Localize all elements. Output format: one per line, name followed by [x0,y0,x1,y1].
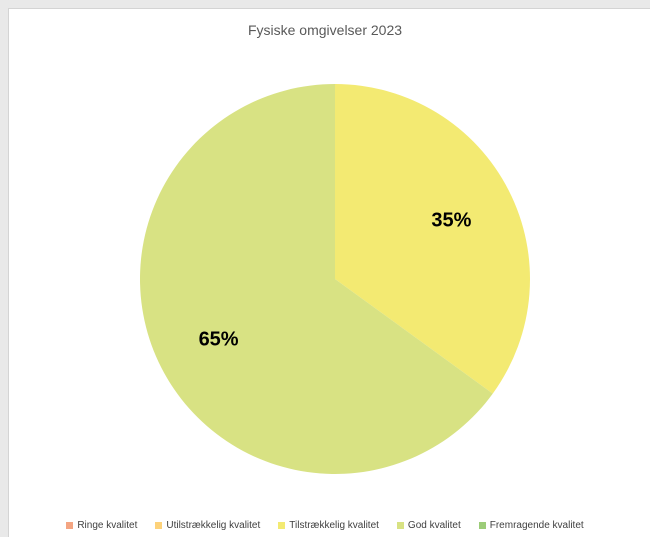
legend-label: Fremragende kvalitet [489,520,584,531]
legend: Ringe kvalitet Utilstrækkelig kvalitet Til… [0,520,650,531]
legend-label: Ringe kvalitet [77,520,138,531]
legend-swatch [66,522,74,529]
legend-item: Utilstrækkelig kvalitet [155,520,260,531]
pie-slice-god-kvalitet [140,84,493,474]
legend-item: God kvalitet [396,520,461,531]
data-label: 65% [199,328,239,350]
legend-label: Tilstrækkelig kvalitet [289,520,379,531]
legend-item: Tilstrækkelig kvalitet [278,520,379,531]
legend-swatch [155,522,163,529]
pie-slice-tilstr-kkelig-kvalitet [335,84,530,394]
legend-item: Fremragende kvalitet [478,520,584,531]
legend-item: Ringe kvalitet [66,520,137,531]
legend-label: Utilstrækkelig kvalitet [166,520,261,531]
legend-swatch [278,522,286,529]
legend-swatch [478,522,486,529]
legend-swatch [396,522,404,529]
data-label: 35% [431,210,471,232]
legend-label: God kvalitet [407,520,461,531]
chart-title: Fysiske omgivelser 2023 [247,22,403,38]
